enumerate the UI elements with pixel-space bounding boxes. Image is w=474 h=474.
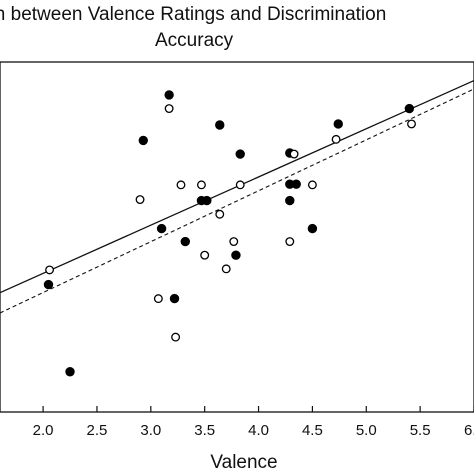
filled-point-4 [164, 90, 174, 100]
filled-point-3 [156, 223, 167, 234]
filled-point-5 [169, 293, 180, 304]
open-point-0 [45, 265, 55, 275]
x-tick-label-6: 5.0 [356, 422, 377, 439]
open-point-9 [221, 264, 231, 274]
filled-point-14 [285, 195, 295, 206]
open-point-12 [285, 237, 295, 246]
fit-line-dashed [0, 88, 474, 314]
filled-point-16 [307, 223, 318, 234]
open-point-8 [215, 209, 225, 219]
open-point-2 [153, 294, 163, 304]
fit-lines [0, 79, 474, 314]
filled-point-11 [235, 149, 245, 159]
filled-point-17 [333, 119, 343, 129]
chart-title-line-1: ion between Valence Ratings and Discrimi… [0, 4, 387, 25]
filled-point-2 [138, 135, 148, 146]
open-point-5 [176, 180, 186, 190]
x-axis-ticks: 2.0 2.5 3.0 3.5 4.0 4.5 5.0 5.5 6. [33, 406, 474, 439]
x-tick-label-0: 2.0 [33, 422, 54, 439]
x-axis-label: Valence [210, 452, 277, 473]
open-point-4 [171, 332, 181, 342]
open-point-11 [235, 180, 245, 190]
data-points [43, 90, 416, 377]
filled-point-18 [404, 103, 415, 114]
x-tick-label-5: 4.5 [302, 422, 323, 439]
open-point-3 [164, 104, 174, 113]
open-point-14 [307, 180, 317, 190]
x-tick-label-4: 4.0 [248, 422, 269, 439]
open-point-10 [229, 237, 239, 246]
open-point-6 [196, 180, 206, 190]
filled-point-15 [291, 179, 301, 189]
open-point-7 [200, 250, 210, 260]
x-tick-label-2: 3.0 [140, 422, 161, 439]
x-tick-label-3: 3.5 [194, 422, 215, 439]
open-point-13 [289, 149, 299, 159]
filled-point-10 [231, 250, 241, 260]
x-tick-label-1: 2.5 [87, 422, 108, 439]
filled-point-8 [202, 195, 212, 206]
plot-frame [0, 61, 474, 413]
filled-point-6 [180, 236, 190, 247]
filled-point-0 [43, 279, 54, 290]
filled-point-9 [215, 120, 225, 130]
filled-point-1 [65, 367, 75, 377]
x-tick-label-8: 6. [464, 422, 474, 439]
open-point-1 [135, 195, 145, 204]
chart-title-line-2: Accuracy [155, 30, 234, 51]
open-point-15 [331, 134, 341, 144]
open-point-16 [407, 119, 416, 129]
x-tick-label-7: 5.5 [410, 422, 431, 439]
